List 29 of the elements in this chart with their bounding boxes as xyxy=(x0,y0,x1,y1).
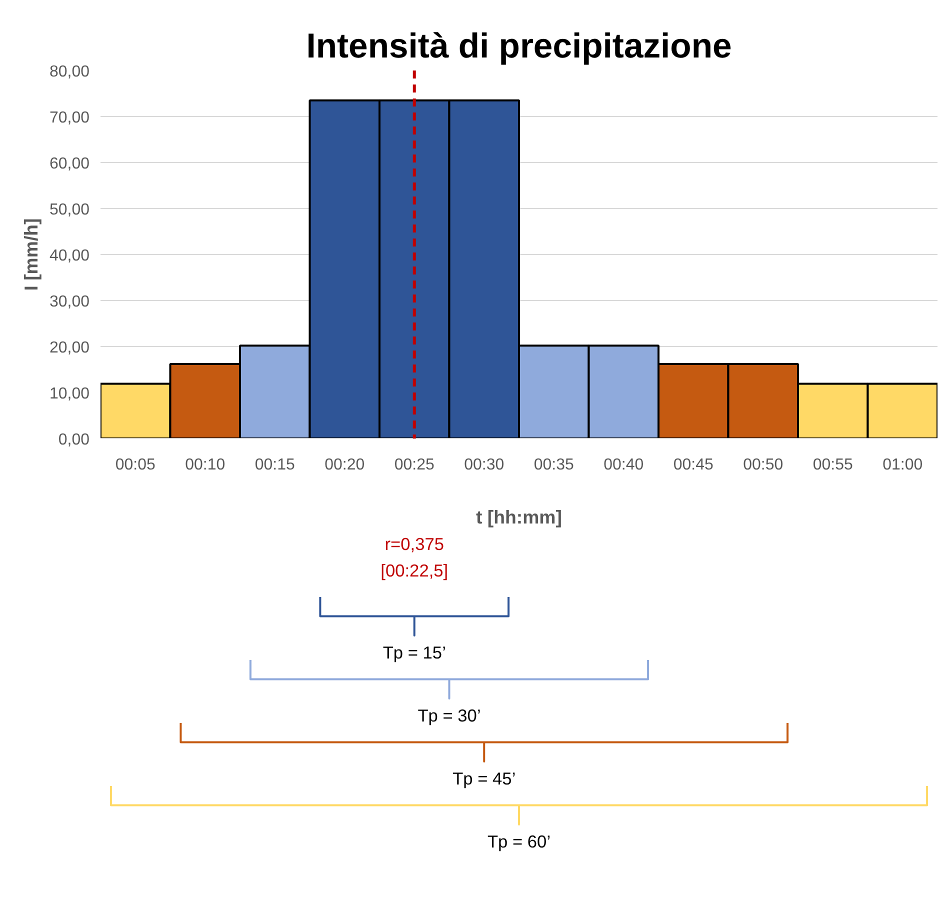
x-tick-label: 01:00 xyxy=(882,456,923,474)
text: Tp = 60’ xyxy=(487,832,551,852)
x-tick-label: 00:50 xyxy=(743,456,784,474)
y-tick-label: 30,00 xyxy=(49,294,90,310)
x-axis-title: t [hh:mm] xyxy=(476,506,562,528)
text: Tp = 30’ xyxy=(418,706,481,726)
y-tick-label: 60,00 xyxy=(49,156,90,172)
x-tick-label: 00:30 xyxy=(464,456,504,474)
y-tick-label: 80,00 xyxy=(49,64,90,80)
y-tick-label: 20,00 xyxy=(49,340,90,356)
x-tick-label: 00:45 xyxy=(673,456,714,474)
text: Tp = 15’ xyxy=(382,642,446,662)
x-tick-label: 00:05 xyxy=(115,456,156,474)
x-tick-label: 00:20 xyxy=(324,456,365,474)
y-tick-label: 0,00 xyxy=(58,432,90,448)
y-tick-label: 40,00 xyxy=(49,248,90,264)
x-tick-label: 00:35 xyxy=(534,456,574,474)
x-tick-label: 00:10 xyxy=(185,456,226,474)
x-tick-label: 00:15 xyxy=(254,456,295,474)
x-tick-label: 00:25 xyxy=(394,456,434,474)
x-tick-label: 00:40 xyxy=(604,456,644,474)
y-tick-label: 50,00 xyxy=(49,202,90,218)
chart-title: Intensità di precipitazione xyxy=(306,28,732,66)
x-tick-label: 00:55 xyxy=(812,456,853,474)
y-tick-label: 70,00 xyxy=(49,110,90,126)
y-tick-label: 10,00 xyxy=(49,386,90,402)
text: Tp = 45’ xyxy=(452,768,516,788)
ref-line-label: r=0,375 [00:22,5] xyxy=(380,534,448,580)
y-axis-title: I [mm/h] xyxy=(20,218,42,291)
